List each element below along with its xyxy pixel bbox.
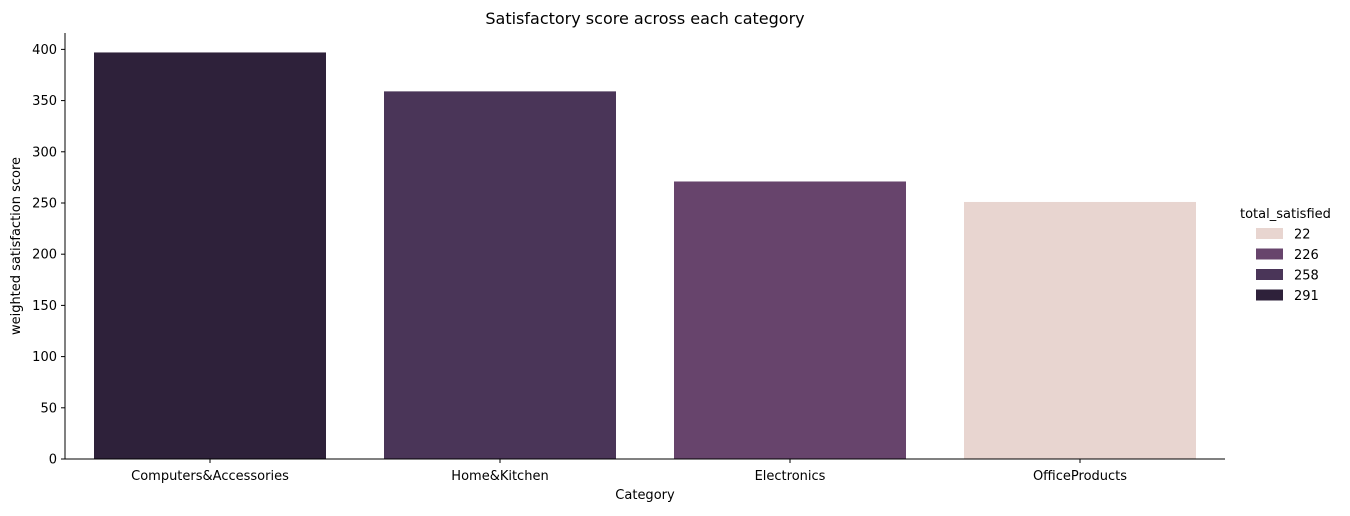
legend: total_satisfied 22 226 258 291	[1240, 207, 1331, 304]
y-tick-label: 0	[49, 453, 57, 468]
chart-title: Satisfactory score across each category	[485, 9, 804, 28]
bar-electronics	[674, 181, 906, 459]
legend-label: 226	[1294, 248, 1319, 263]
legend-title: total_satisfied	[1240, 207, 1331, 222]
x-tick-label: OfficeProducts	[1033, 469, 1127, 484]
legend-swatch	[1256, 289, 1283, 301]
plot-area	[94, 52, 1196, 460]
bar-computers-accessories	[94, 52, 326, 460]
x-tick-label: Electronics	[755, 469, 826, 484]
y-tick-label: 150	[32, 299, 57, 314]
x-axis: Computers&Accessories Home&Kitchen Electro…	[65, 458, 1225, 484]
y-tick-label: 200	[32, 248, 57, 263]
y-tick-label: 300	[32, 145, 57, 160]
legend-swatch	[1256, 269, 1283, 280]
y-axis-label: weighted satisfaction score	[9, 157, 24, 335]
x-tick-label: Computers&Accessories	[131, 469, 289, 484]
y-tick-label: 100	[32, 350, 57, 365]
y-tick-label: 350	[32, 94, 57, 109]
y-tick-label: 50	[40, 401, 57, 416]
legend-swatch	[1256, 228, 1283, 239]
y-tick-label: 250	[32, 196, 57, 211]
bar-officeproducts	[964, 201, 1196, 459]
legend-label: 291	[1294, 289, 1319, 304]
y-axis: 0 50 100 150 200 250 300 350 400	[32, 33, 66, 468]
y-tick-label: 400	[32, 43, 57, 58]
legend-label: 22	[1294, 228, 1311, 243]
x-axis-label: Category	[615, 488, 675, 503]
bar-home-kitchen	[384, 91, 616, 460]
x-tick-label: Home&Kitchen	[451, 469, 548, 484]
legend-swatch	[1256, 248, 1283, 260]
legend-label: 258	[1294, 269, 1319, 284]
